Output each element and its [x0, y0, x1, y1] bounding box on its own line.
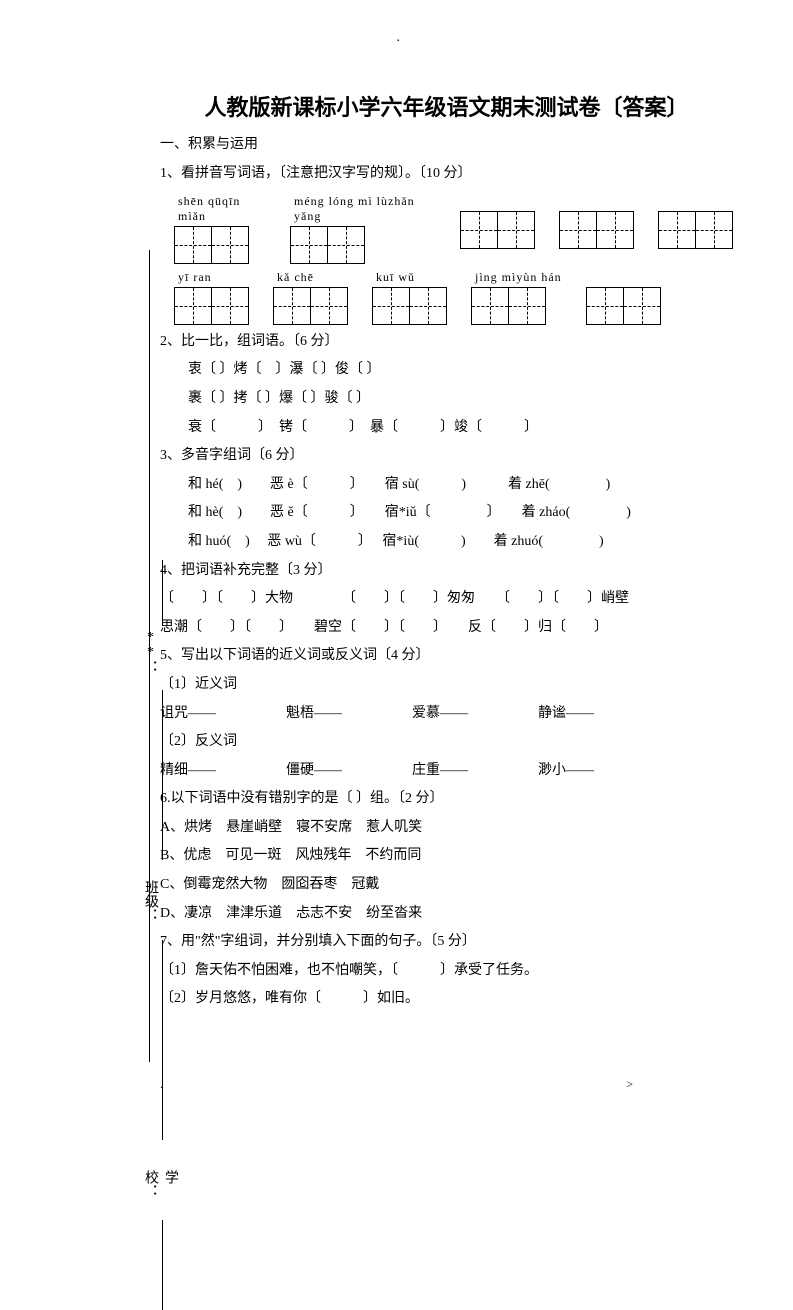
- char-box-group: [372, 287, 447, 325]
- q5-sub2: 〔2〕反义词: [160, 729, 733, 756]
- char-box[interactable]: [290, 226, 328, 264]
- pinyin-row-1: shēn qūqīn mìǎn méng lóng mì lùzhǎn yǎng: [174, 194, 733, 264]
- pinyin-text: kuī wǔ: [372, 270, 415, 285]
- char-box-group: [174, 226, 249, 264]
- pinyin-group: [658, 194, 733, 264]
- char-box[interactable]: [409, 287, 447, 325]
- q3-line: 和 hè( ) 恶 ě〔 〕 宿*iǔ〔 〕 着 zháo( ): [160, 500, 733, 527]
- char-box[interactable]: [623, 287, 661, 325]
- char-box[interactable]: [174, 287, 212, 325]
- q6-option: B、优虑 可见一斑 风烛残年 不约而同: [160, 843, 733, 870]
- bottom-right-mark: >: [626, 1077, 633, 1092]
- char-box-group: [460, 211, 535, 249]
- char-box-group: [658, 211, 733, 249]
- pinyin-text: méng lóng mì lùzhǎn yǎng: [290, 194, 436, 224]
- q3-text: 3、多音字组词〔6 分〕: [160, 443, 733, 470]
- char-box[interactable]: [559, 211, 597, 249]
- pinyin-group: méng lóng mì lùzhǎn yǎng: [290, 194, 436, 264]
- q1-text: 1、看拼音写词语，〔注意把汉字写的规〕。〔10 分〕: [160, 161, 733, 188]
- pinyin-text: jìng mìyùn hán: [471, 270, 562, 285]
- pinyin-text: [559, 194, 567, 209]
- char-box[interactable]: [508, 287, 546, 325]
- pinyin-group: kǎ chē: [273, 270, 348, 325]
- pinyin-text: kǎ chē: [273, 270, 314, 285]
- q6-text: 6.以下词语中没有错别字的是〔 〕组。〔2 分〕: [160, 786, 733, 813]
- page-content: 人教版新课标小学六年级语文期末测试卷〔答案〕 一、积累与运用 1、看拼音写词语，…: [0, 0, 793, 1075]
- q7-line: 〔2〕岁月悠悠，唯有你〔 〕如旧。: [160, 986, 733, 1013]
- char-box-group: [471, 287, 546, 325]
- char-box[interactable]: [211, 287, 249, 325]
- char-box-group: [174, 287, 249, 325]
- pinyin-group: [586, 270, 661, 325]
- pinyin-text: shēn qūqīn mìǎn: [174, 194, 266, 224]
- q3-line: 和 hé( ) 恶 è〔 〕 宿 sù( ) 着 zhē( ): [160, 472, 733, 499]
- pinyin-group: kuī wǔ: [372, 270, 447, 325]
- q6-option: D、凄凉 津津乐道 忐志不安 纷至沓来: [160, 901, 733, 928]
- pinyin-text: [586, 270, 594, 285]
- char-box[interactable]: [586, 287, 624, 325]
- char-box[interactable]: [327, 226, 365, 264]
- pinyin-group: [460, 194, 535, 264]
- bottom-marks: . >: [0, 1077, 793, 1092]
- q5-line1: 诅咒—— 魁梧—— 爱慕—— 静谧——: [160, 701, 733, 728]
- q2-line: 裹〔 〕拷〔 〕爆〔 〕骏〔 〕: [160, 386, 733, 413]
- q2-text: 2、比一比，组词语。〔6 分〕: [160, 329, 733, 356]
- char-box[interactable]: [471, 287, 509, 325]
- char-box[interactable]: [174, 226, 212, 264]
- q4-line: 思潮〔 〕〔 〕 碧空〔 〕〔 〕 反〔 〕归〔 〕: [160, 615, 733, 642]
- page-title: 人教版新课标小学六年级语文期末测试卷〔答案〕: [160, 90, 733, 122]
- q5-sub1: 〔1〕近义词: [160, 672, 733, 699]
- q7-line: 〔1〕詹天佑不怕困难，也不怕嘲笑，〔 〕承受了任务。: [160, 958, 733, 985]
- q2-line: 衷〔 〕烤〔 〕瀑〔 〕俊〔 〕: [160, 357, 733, 384]
- pinyin-text: yī ran: [174, 270, 212, 285]
- q6-option: C、倒霉宠然大物 囫囵吞枣 冠戴: [160, 872, 733, 899]
- char-box[interactable]: [658, 211, 696, 249]
- char-box-group: [290, 226, 365, 264]
- q6-option: A、烘烤 悬崖峭壁 寝不安席 惹人叽笑: [160, 815, 733, 842]
- char-box[interactable]: [695, 211, 733, 249]
- q4-line: 〔 〕〔 〕大物 〔 〕〔 〕匆匆 〔 〕〔 〕峭壁: [160, 586, 733, 613]
- pinyin-group: [559, 194, 634, 264]
- char-box-group: [586, 287, 661, 325]
- pinyin-row-2: yī ran kǎ chē kuī wǔ jìng mìyùn hán: [174, 270, 733, 325]
- section-header: 一、积累与运用: [160, 132, 733, 157]
- q3-line: 和 huó( ) 恶 wù〔 〕 宿*iù( ) 着 zhuó( ): [160, 529, 733, 556]
- q2-line: 衰〔 〕 铐〔 〕 暴〔 〕竣〔 〕: [160, 415, 733, 442]
- pinyin-text: [460, 194, 468, 209]
- bottom-left-dot: .: [160, 1077, 163, 1092]
- char-box[interactable]: [310, 287, 348, 325]
- char-box[interactable]: [460, 211, 498, 249]
- pinyin-group: jìng mìyùn hán: [471, 270, 562, 325]
- pinyin-group: yī ran: [174, 270, 249, 325]
- pinyin-group: shēn qūqīn mìǎn: [174, 194, 266, 264]
- q5-text: 5、写出以下词语的近义词或反义词〔4 分〕: [160, 643, 733, 670]
- binding-label-3: 学校：: [140, 1170, 180, 1198]
- q4-text: 4、把词语补充完整〔3 分〕: [160, 558, 733, 585]
- char-box[interactable]: [596, 211, 634, 249]
- char-box-group: [273, 287, 348, 325]
- char-box[interactable]: [211, 226, 249, 264]
- char-box[interactable]: [497, 211, 535, 249]
- q7-text: 7、用"然"字组词，并分别填入下面的句子。〔5 分〕: [160, 929, 733, 956]
- char-box[interactable]: [372, 287, 410, 325]
- pinyin-text: [658, 194, 666, 209]
- q5-line2: 精细—— 僵硬—— 庄重—— 渺小——: [160, 758, 733, 785]
- char-box-group: [559, 211, 634, 249]
- binding-line: [162, 1220, 163, 1310]
- char-box[interactable]: [273, 287, 311, 325]
